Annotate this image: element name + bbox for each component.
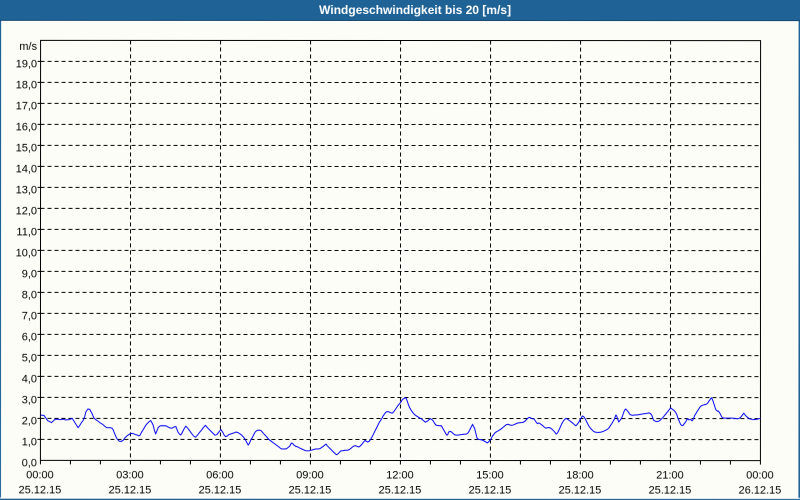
svg-text:25.12.15: 25.12.15 [468,485,511,497]
svg-text:9,0: 9,0 [22,268,37,280]
svg-text:12:00: 12:00 [386,469,414,481]
svg-text:15:00: 15:00 [476,470,504,482]
svg-text:12,0: 12,0 [16,205,37,217]
svg-text:25.12.15: 25.12.15 [288,484,331,496]
svg-text:11,0: 11,0 [16,226,37,238]
svg-text:m/s: m/s [19,41,37,53]
svg-text:6,0: 6,0 [22,331,37,343]
svg-text:14,0: 14,0 [16,163,37,175]
svg-text:18,0: 18,0 [16,79,37,91]
svg-text:15,0: 15,0 [16,142,37,154]
svg-text:19,0: 19,0 [16,58,37,70]
svg-text:06:00: 06:00 [206,469,234,481]
svg-text:26.12.15: 26.12.15 [738,485,781,497]
svg-text:5,0: 5,0 [22,352,37,364]
svg-text:03:00: 03:00 [116,469,144,481]
svg-text:4,0: 4,0 [22,373,37,385]
svg-text:7,0: 7,0 [22,310,37,322]
svg-text:13,0: 13,0 [16,184,37,196]
svg-text:00:00: 00:00 [746,470,774,482]
svg-text:3,0: 3,0 [22,394,37,406]
svg-text:16,0: 16,0 [16,121,37,133]
svg-text:17,0: 17,0 [16,100,37,112]
svg-text:25.12.15: 25.12.15 [108,484,151,496]
svg-text:2,0: 2,0 [22,415,37,427]
svg-text:21:00: 21:00 [656,470,684,482]
svg-text:0,0: 0,0 [22,457,37,469]
svg-text:18:00: 18:00 [566,470,594,482]
svg-text:Windgeschwindigkeit bis 20 [m/: Windgeschwindigkeit bis 20 [m/s] [319,3,511,17]
svg-text:1,0: 1,0 [22,436,37,448]
svg-text:25.12.15: 25.12.15 [18,484,61,496]
svg-text:25.12.15: 25.12.15 [378,484,421,496]
svg-text:25.12.15: 25.12.15 [198,484,241,496]
svg-text:8,0: 8,0 [22,289,37,301]
svg-text:25.12.15: 25.12.15 [558,485,601,497]
svg-text:10,0: 10,0 [16,247,37,259]
svg-text:25.12.15: 25.12.15 [648,485,691,497]
svg-text:09:00: 09:00 [296,469,324,481]
svg-text:00:00: 00:00 [26,469,54,481]
